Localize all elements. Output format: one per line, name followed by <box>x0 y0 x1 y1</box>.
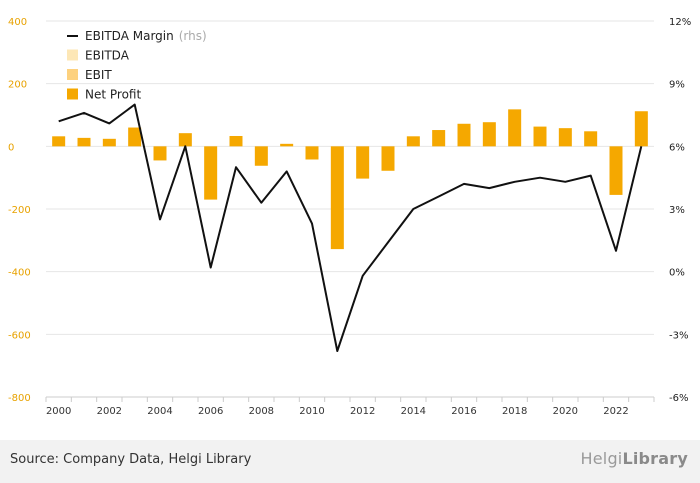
x-axis-tick-label: 2006 <box>198 406 223 417</box>
right-axis-tick-label: -6% <box>669 393 688 404</box>
chart-svg: 4002000-200-400-600-80012%9%6%3%0%-3%-6%… <box>8 17 691 417</box>
bar-net-profit <box>280 143 294 147</box>
bar-net-profit <box>77 137 91 147</box>
logo-text-bold: Library <box>622 449 688 468</box>
x-axis-tick-label: 2018 <box>502 406 527 417</box>
legend-label: Net Profit <box>85 88 141 102</box>
legend-label: EBIT <box>85 68 112 82</box>
x-axis-tick-label: 2002 <box>97 406 122 417</box>
line-ebitda-margin <box>58 103 643 352</box>
bar-net-profit <box>204 146 218 200</box>
legend-swatch-box <box>67 69 78 80</box>
right-axis-tick-label: -3% <box>669 330 688 341</box>
helgi-library-logo: HelgiLibrary <box>581 449 688 468</box>
bar-net-profit <box>381 146 395 171</box>
bar-net-profit <box>305 146 319 160</box>
right-axis-tick-label: 3% <box>669 205 685 216</box>
legend-label: EBITDA Margin (rhs) <box>85 29 207 43</box>
bar-net-profit <box>508 109 522 147</box>
x-axis-tick-label: 2000 <box>46 406 71 417</box>
right-axis-tick-label: 12% <box>669 17 691 28</box>
bar-net-profit <box>153 146 167 161</box>
right-axis-tick-label: 9% <box>669 80 685 91</box>
bar-net-profit <box>558 128 572 147</box>
bar-net-profit <box>432 130 446 147</box>
x-axis-tick-label: 2012 <box>350 406 375 417</box>
bar-net-profit <box>330 146 344 250</box>
right-axis-tick-label: 6% <box>669 142 685 153</box>
bar-net-profit <box>482 122 496 147</box>
bar-net-profit <box>533 126 547 147</box>
x-axis-tick-label: 2010 <box>299 406 324 417</box>
x-axis-tick-label: 2022 <box>603 406 628 417</box>
bar-net-profit <box>128 127 142 147</box>
left-axis-tick-label: 0 <box>8 142 14 153</box>
legend-swatch-box <box>67 88 78 100</box>
source-text: Source: Company Data, Helgi Library <box>10 452 252 467</box>
right-axis-tick-label: 0% <box>669 268 685 279</box>
left-axis-tick-label: 400 <box>8 17 27 28</box>
legend-note: (rhs) <box>179 29 207 43</box>
legend-label: EBITDA <box>85 49 130 63</box>
legend-swatch-box <box>67 49 78 61</box>
bar-net-profit <box>406 136 420 147</box>
x-axis-tick-label: 2014 <box>401 406 426 417</box>
bar-net-profit <box>634 111 648 147</box>
x-axis-tick-label: 2008 <box>249 406 274 417</box>
x-axis-tick-label: 2016 <box>451 406 476 417</box>
left-axis-tick-label: -200 <box>8 205 31 216</box>
bar-net-profit <box>178 133 192 147</box>
bar-net-profit <box>102 138 116 147</box>
bar-net-profit <box>254 146 268 166</box>
x-axis-tick-label: 2020 <box>553 406 578 417</box>
bar-net-profit <box>609 146 623 195</box>
bar-net-profit <box>52 136 66 147</box>
bar-net-profit <box>356 146 370 179</box>
bar-net-profit <box>584 131 598 147</box>
left-axis-tick-label: -800 <box>8 393 31 404</box>
bar-net-profit <box>229 135 243 147</box>
left-axis-tick-label: -600 <box>8 330 31 341</box>
x-axis-tick-label: 2004 <box>147 406 172 417</box>
footer-bar: Source: Company Data, Helgi Library Helg… <box>0 440 700 483</box>
left-axis-tick-label: 200 <box>8 80 27 91</box>
logo-text-light: Helgi <box>580 449 623 468</box>
left-axis-tick-label: -400 <box>8 268 31 279</box>
bar-net-profit <box>457 123 471 147</box>
